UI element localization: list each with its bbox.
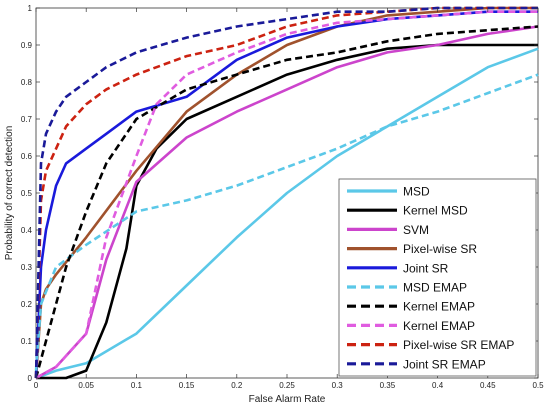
series-layer (34, 6, 539, 380)
y-axis-title: Probability of correct detection (4, 126, 15, 261)
legend-label: Pixel-wise SR (403, 242, 477, 256)
axes-layer: 0 0.05 0.1 0.15 0.2 0.25 0.3 0.35 0.4 0.45 0.5 0 0.1… (21, 4, 544, 390)
x-tick-label: 0.45 (480, 381, 496, 390)
legend: MSD Kernel MSD SVM Pixel-wise SR Joint SR MSD… (338, 178, 537, 377)
y-tick-label: 0.2 (21, 300, 33, 309)
legend-label: Kernel EMAP (403, 300, 475, 314)
series-line-0 (35, 47, 539, 380)
legend-label: Joint SR EMAP (403, 357, 486, 371)
y-tick-label: 0.1 (21, 337, 33, 346)
series-line-5 (34, 73, 539, 371)
x-tick-label: 0.5 (532, 381, 544, 390)
x-tick-label: 0.3 (332, 381, 344, 390)
x-tick-label: 0.2 (231, 381, 243, 390)
x-tick-label: 0.1 (131, 381, 143, 390)
legend-label: Kernel EMAP (403, 319, 475, 333)
x-tick-label: 0.35 (380, 381, 396, 390)
legend-label: Joint SR (403, 261, 449, 275)
legend-label: Pixel-wise SR EMAP (403, 338, 514, 352)
y-tick-label: 0.9 (21, 41, 33, 50)
y-tick-label: 0.3 (21, 263, 33, 272)
legend-label: Kernel MSD (403, 204, 468, 218)
series-line-6 (34, 25, 539, 379)
x-axis-title: False Alarm Rate (249, 394, 326, 405)
y-tick-label: 0.4 (21, 226, 33, 235)
y-tick-label: 0.7 (21, 115, 33, 124)
series-line-7 (35, 10, 538, 380)
legend-label: MSD (403, 185, 430, 199)
y-tick-label: 0.8 (21, 78, 33, 87)
x-tick-label: 0.05 (78, 381, 94, 390)
x-tick-label: 0.15 (179, 381, 195, 390)
series-line-3 (34, 6, 538, 379)
x-tick-label: 0.25 (279, 381, 295, 390)
x-tick-label: 0.4 (432, 381, 444, 390)
legend-label: MSD EMAP (403, 281, 467, 295)
series-line-9 (34, 6, 538, 379)
y-tick-label: 0.5 (21, 189, 33, 198)
legend-label: SVM (403, 223, 429, 237)
y-tick-label: 0 (28, 374, 33, 383)
y-tick-label: 1 (28, 4, 33, 13)
legend-box (338, 178, 537, 377)
y-tick-label: 0.6 (21, 152, 33, 161)
x-tick-label: 0 (34, 381, 39, 390)
